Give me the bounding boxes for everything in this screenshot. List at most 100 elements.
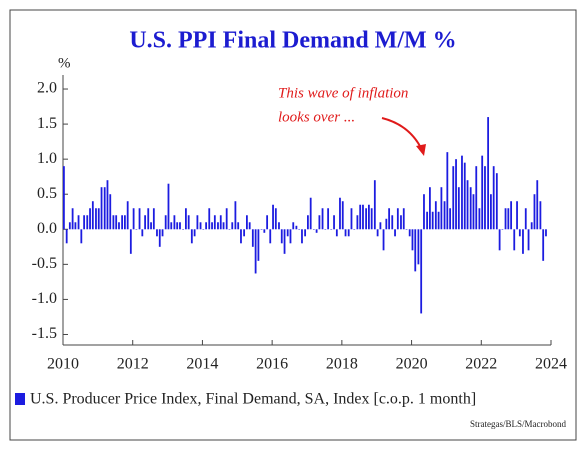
bar [280, 229, 283, 244]
bar [373, 180, 376, 230]
bar [414, 229, 417, 272]
bar [266, 215, 269, 230]
bar [344, 229, 347, 237]
bar [307, 215, 309, 230]
bar [286, 229, 289, 237]
bar [217, 222, 219, 230]
bar [370, 208, 373, 230]
annotation: looks over ... [278, 109, 355, 125]
bar [388, 208, 391, 230]
bar [324, 229, 327, 230]
x-tick-label: 2018 [326, 356, 358, 373]
bar [452, 166, 455, 230]
x-tick-label: 2016 [256, 356, 288, 373]
bar [144, 215, 147, 230]
bar [434, 201, 437, 230]
bar [135, 229, 138, 230]
bar [394, 229, 396, 237]
y-tick-label: 2.0 [37, 80, 57, 97]
bar [463, 162, 466, 230]
bar [530, 222, 533, 230]
bar [158, 229, 161, 247]
bar [368, 204, 370, 230]
bar [356, 215, 359, 230]
bar [63, 166, 65, 230]
bar [132, 208, 135, 230]
chart-title: U.S. PPI Final Demand M/M % [129, 28, 456, 54]
bar [156, 229, 158, 237]
y-tick-label: 1.5 [37, 115, 57, 132]
bar [362, 204, 364, 230]
bar [100, 187, 103, 230]
y-tick-label: -0.5 [32, 255, 57, 272]
x-tick-label: 2020 [396, 356, 428, 373]
bar [527, 229, 530, 251]
bar [74, 222, 77, 230]
x-tick-label: 2022 [465, 356, 497, 373]
bar [341, 201, 344, 230]
bar [167, 183, 170, 230]
bar [196, 215, 199, 230]
bar [164, 215, 167, 230]
bar [103, 187, 106, 230]
bar [484, 166, 486, 230]
y-tick-label: -1.5 [32, 325, 57, 342]
bar [147, 208, 150, 230]
legend-swatch [15, 393, 25, 405]
bar [347, 229, 350, 237]
y-tick-label: 0.5 [37, 185, 57, 202]
bar [330, 229, 333, 230]
bar [501, 229, 504, 230]
bar [385, 218, 388, 230]
bar [260, 229, 263, 230]
x-tick-label: 2010 [47, 356, 79, 373]
y-tick-label: 1.0 [37, 150, 57, 167]
bar [274, 208, 277, 230]
bar [95, 208, 97, 230]
bar [77, 215, 80, 230]
bar [423, 194, 425, 230]
bar [420, 229, 423, 314]
bar [490, 194, 492, 230]
annotation-arrowhead [416, 144, 426, 156]
bar [185, 208, 187, 230]
bar [112, 215, 115, 230]
annotation: This wave of inflation [278, 85, 408, 101]
bar [269, 229, 272, 244]
bar [391, 215, 394, 230]
bar [507, 208, 510, 230]
bar [542, 229, 545, 261]
bar [278, 222, 280, 230]
bar [510, 201, 513, 230]
bar [318, 215, 321, 230]
bar [315, 229, 318, 233]
bar [522, 229, 524, 254]
x-tick-label: 2012 [117, 356, 149, 373]
bar [498, 229, 501, 251]
bar [539, 201, 542, 230]
bar [152, 208, 155, 230]
x-tick-label: 2014 [186, 356, 218, 373]
bar [89, 208, 91, 230]
bar [333, 215, 335, 230]
bar [301, 229, 303, 244]
bar [455, 159, 457, 230]
bar [339, 197, 341, 230]
bar [246, 215, 248, 230]
source: Strategas/BLS/Macrobond [470, 419, 566, 429]
bar [437, 211, 440, 230]
bar [176, 222, 179, 230]
bar [187, 215, 190, 230]
bar [350, 208, 353, 230]
bar [292, 222, 295, 230]
bar [68, 222, 71, 230]
bar [65, 229, 68, 244]
bar [257, 229, 260, 261]
x-tick-label: 2024 [535, 356, 567, 373]
bar [283, 229, 286, 254]
bar [472, 194, 475, 230]
bar [481, 155, 484, 230]
bar [516, 201, 518, 230]
bar [141, 229, 144, 237]
